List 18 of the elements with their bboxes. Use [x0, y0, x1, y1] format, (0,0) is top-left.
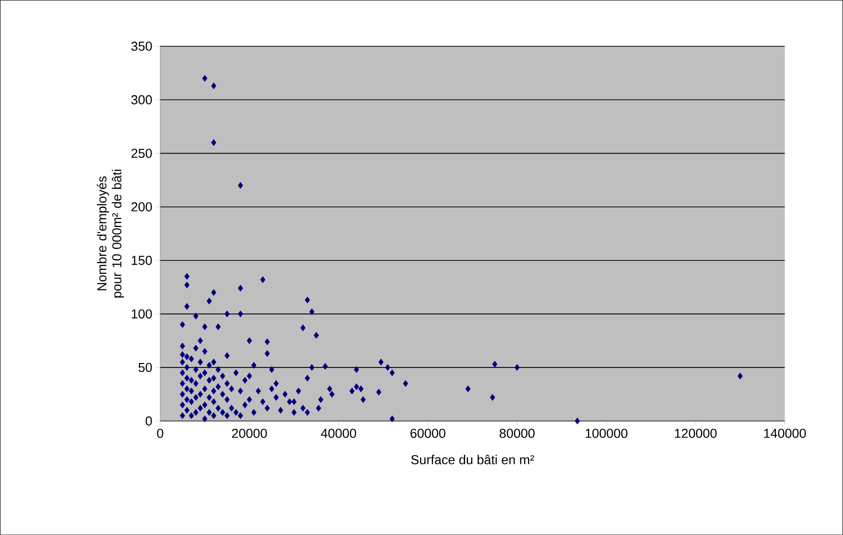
y-tick-label: 50 — [138, 362, 152, 372]
y-tick-label: 0 — [146, 416, 152, 426]
y-axis-title: Nombre d'employés pour 10 000m² de bâti — [96, 170, 124, 298]
y-tick-label: 150 — [132, 256, 152, 265]
x-tick-label: 140000 — [764, 428, 806, 438]
x-tick-label: 20000 — [232, 428, 267, 438]
x-tick-label: 80000 — [500, 428, 535, 438]
x-tick-label: 40000 — [320, 428, 356, 438]
y-tick-label: 300 — [131, 95, 152, 104]
y-tick-label: 350 — [131, 42, 152, 51]
x-tick-label: 60000 — [410, 428, 446, 438]
x-axis-title: Surface du bâti en m² — [411, 454, 534, 464]
y-tick-label: 100 — [132, 309, 152, 318]
y-tick-label: 200 — [131, 202, 152, 212]
x-tick-label: 100000 — [586, 428, 628, 438]
y-tick-label: 250 — [131, 148, 152, 158]
x-tick-label: 0 — [157, 428, 164, 438]
x-tick-label: 120000 — [674, 428, 717, 438]
